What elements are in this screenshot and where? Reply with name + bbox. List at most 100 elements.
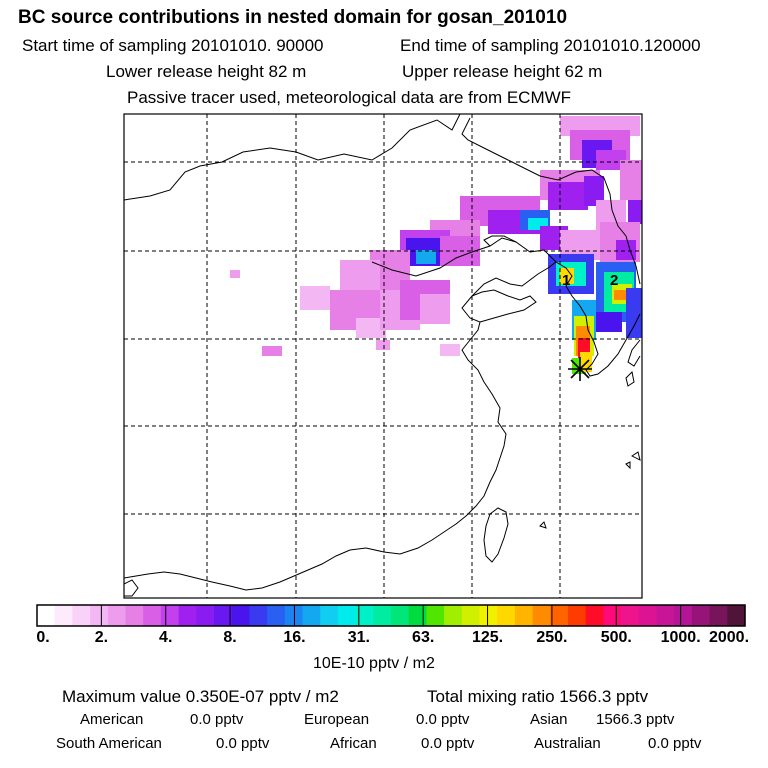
plume-cell bbox=[356, 318, 386, 338]
colorbar-tick-label: 0. bbox=[36, 629, 50, 646]
maximum-value-text: Maximum value 0.350E-07 pptv / m2 bbox=[62, 687, 339, 706]
colorbar-segment bbox=[355, 605, 374, 626]
plot-title: BC source contributions in nested domain… bbox=[18, 7, 568, 28]
receptor-star-icon bbox=[568, 357, 592, 381]
colorbar-segment bbox=[391, 605, 410, 626]
marker-layer: 1 2 bbox=[562, 272, 618, 381]
colorbar-segment bbox=[603, 605, 622, 626]
colorbar-segment bbox=[444, 605, 463, 626]
colorbar-segment bbox=[497, 605, 516, 626]
colorbar-segment bbox=[532, 605, 551, 626]
colorbar-segment bbox=[514, 605, 534, 626]
colorbar-tick-label: 500. bbox=[600, 629, 632, 646]
colorbar-segment bbox=[709, 605, 728, 626]
colorbar-segment bbox=[461, 605, 481, 626]
lower-release-text: Lower release height 82 m bbox=[106, 62, 307, 81]
plume-cell bbox=[614, 290, 628, 300]
island-okinawa bbox=[539, 521, 547, 529]
lat-lon-grid bbox=[124, 114, 642, 598]
colorbar-segment bbox=[125, 605, 144, 626]
coastline-china bbox=[123, 237, 557, 591]
plume-cell bbox=[230, 270, 240, 278]
american-value: 0.0 pptv bbox=[190, 711, 244, 728]
asian-value: 1566.3 pptv bbox=[596, 711, 675, 728]
colorbar-segment bbox=[585, 605, 604, 626]
island-small-a bbox=[631, 451, 641, 461]
plume-cell bbox=[596, 150, 626, 170]
plume-cell bbox=[420, 294, 450, 324]
start-time-text: Start time of sampling 20101010. 90000 bbox=[22, 36, 324, 55]
plume-cell bbox=[596, 312, 622, 332]
plume-cell bbox=[628, 200, 642, 224]
colorbar-segment bbox=[37, 605, 56, 626]
south-american-label: South American bbox=[56, 735, 162, 752]
colorbar-segment bbox=[178, 605, 197, 626]
source-marker-2: 2 bbox=[610, 272, 618, 289]
coastline-bohai bbox=[483, 235, 517, 247]
colorbar-segment bbox=[550, 605, 569, 626]
colorbar-segment bbox=[426, 605, 445, 626]
colorbar-segment bbox=[568, 605, 587, 626]
colorbar-segment bbox=[373, 605, 392, 626]
colorbar-segment bbox=[479, 605, 498, 626]
plume-cell bbox=[376, 340, 390, 350]
source-marker-1: 1 bbox=[562, 272, 570, 289]
colorbar-segment bbox=[621, 605, 640, 626]
european-value: 0.0 pptv bbox=[416, 711, 470, 728]
colorbar-unit: 10E-10 pptv / m2 bbox=[313, 655, 435, 672]
plume-cell bbox=[440, 344, 460, 356]
plume-cell bbox=[548, 182, 588, 210]
colorbar-frame bbox=[36, 604, 746, 627]
colorbar-tick-label: 63. bbox=[412, 629, 435, 646]
total-mixing-text: Total mixing ratio 1566.3 pptv bbox=[427, 687, 649, 706]
colorbar-segment bbox=[691, 605, 711, 626]
colorbar-tick-label: 125. bbox=[471, 629, 504, 646]
tracer-note-text: Passive tracer used, meteorological data… bbox=[127, 88, 572, 107]
plume-cell bbox=[340, 260, 380, 290]
colorbar-segment bbox=[408, 605, 427, 626]
australian-label: Australian bbox=[534, 735, 601, 752]
colorbar-tick-label: 4. bbox=[159, 629, 173, 646]
colorbar-segment bbox=[72, 605, 91, 626]
island-hainan bbox=[123, 579, 139, 597]
european-label: European bbox=[304, 711, 370, 728]
colorbar-segment bbox=[267, 605, 286, 626]
border-northeast bbox=[123, 113, 461, 201]
colorbar-segment bbox=[284, 605, 304, 626]
upper-release-text: Upper release height 62 m bbox=[402, 62, 603, 81]
plume-cell bbox=[616, 240, 636, 260]
plume-cell bbox=[262, 346, 282, 356]
colorbar-tick-label: 16. bbox=[283, 629, 306, 646]
african-label: African bbox=[330, 735, 377, 752]
colorbar-tick-label: 8. bbox=[223, 629, 237, 646]
colorbar bbox=[36, 605, 746, 626]
asian-label: Asian bbox=[530, 711, 568, 728]
colorbar-segment bbox=[674, 605, 693, 626]
american-label: American bbox=[80, 711, 144, 728]
coastline-japan bbox=[627, 339, 641, 367]
plume-cell bbox=[416, 250, 436, 264]
colorbar-tick-label: 250. bbox=[536, 629, 568, 646]
colorbar-segment bbox=[196, 605, 215, 626]
australian-value: 0.0 pptv bbox=[648, 735, 702, 752]
colorbar-segment bbox=[320, 605, 339, 626]
coastline-korea-east bbox=[625, 235, 641, 285]
colorbar-segment bbox=[656, 605, 675, 626]
border-korea bbox=[461, 117, 627, 237]
plume-cell bbox=[560, 268, 574, 284]
colorbar-segment bbox=[143, 605, 162, 626]
plume-layer bbox=[230, 116, 642, 374]
colorbar-segment bbox=[107, 605, 127, 626]
colorbar-tick-label: 2000. bbox=[708, 629, 750, 646]
colorbar-segment bbox=[231, 605, 250, 626]
south-american-value: 0.0 pptv bbox=[216, 735, 270, 752]
coastline-korea bbox=[555, 261, 641, 377]
colorbar-tick-label: 2. bbox=[94, 629, 109, 646]
colorbar-segment bbox=[727, 605, 746, 626]
coastline-shandong bbox=[471, 289, 537, 323]
colorbar-segment bbox=[638, 605, 658, 626]
island-small-b bbox=[625, 461, 631, 470]
island-kyushu bbox=[625, 370, 635, 387]
island-taiwan bbox=[483, 507, 509, 563]
